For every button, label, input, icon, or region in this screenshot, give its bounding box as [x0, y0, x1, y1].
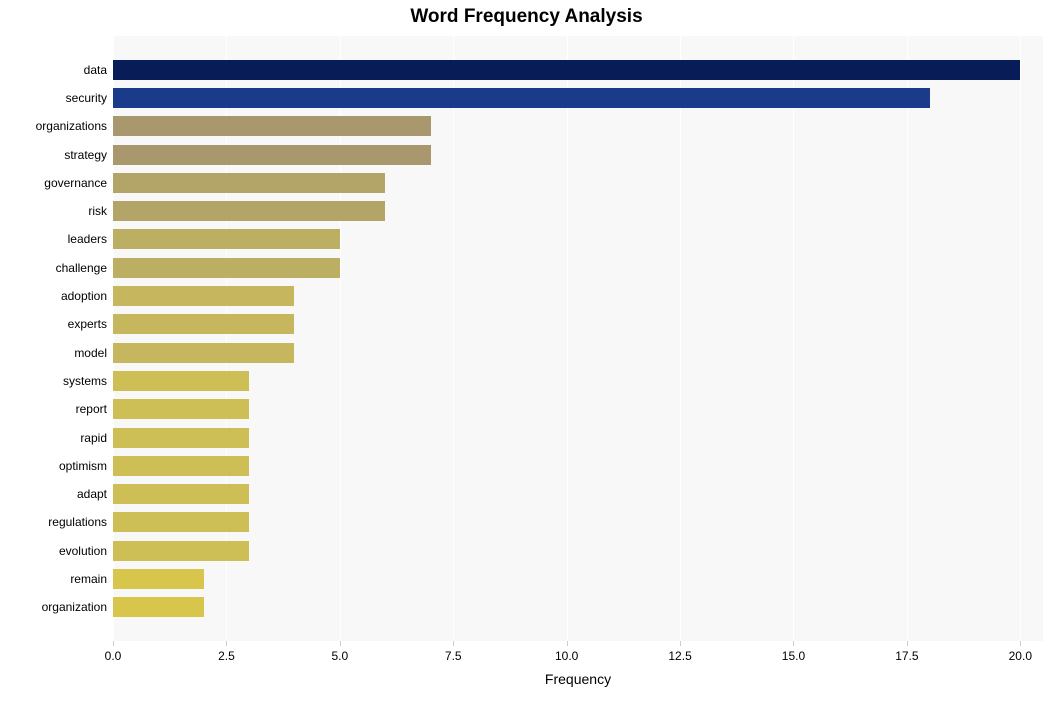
y-tick-label: strategy: [64, 148, 107, 162]
x-tick-label: 20.0: [1009, 649, 1032, 663]
y-tick-label: evolution: [59, 544, 107, 558]
x-tick-mark: [340, 641, 341, 646]
y-tick-label: systems: [63, 374, 107, 388]
y-tick-label: report: [76, 402, 107, 416]
y-tick-label: governance: [44, 176, 107, 190]
bar: [113, 569, 204, 589]
y-tick-label: organization: [42, 600, 107, 614]
grid-line: [680, 36, 681, 641]
y-tick-label: experts: [68, 317, 107, 331]
x-tick-mark: [567, 641, 568, 646]
y-tick-label: challenge: [56, 261, 107, 275]
x-tick-mark: [226, 641, 227, 646]
bar: [113, 286, 294, 306]
bar: [113, 258, 340, 278]
bar: [113, 597, 204, 617]
grid-line: [1020, 36, 1021, 641]
grid-line: [793, 36, 794, 641]
bar: [113, 145, 431, 165]
x-tick-label: 10.0: [555, 649, 578, 663]
x-tick-label: 12.5: [668, 649, 691, 663]
grid-line: [453, 36, 454, 641]
y-tick-label: regulations: [48, 515, 107, 529]
x-axis-label: Frequency: [545, 671, 611, 687]
x-tick-label: 17.5: [895, 649, 918, 663]
bar: [113, 229, 340, 249]
y-tick-label: model: [74, 346, 107, 360]
x-tick-label: 2.5: [218, 649, 235, 663]
y-tick-label: optimism: [59, 459, 107, 473]
plot-area: 0.02.55.07.510.012.515.017.520.0: [113, 36, 1043, 641]
y-tick-label: adoption: [61, 289, 107, 303]
x-tick-mark: [1020, 641, 1021, 646]
x-tick-label: 0.0: [105, 649, 122, 663]
x-tick-mark: [907, 641, 908, 646]
bar: [113, 428, 249, 448]
x-tick-mark: [113, 641, 114, 646]
y-tick-label: organizations: [36, 119, 107, 133]
bar: [113, 484, 249, 504]
chart-container: Word Frequency Analysis 0.02.55.07.510.0…: [0, 0, 1053, 701]
bar: [113, 541, 249, 561]
x-tick-mark: [793, 641, 794, 646]
bar: [113, 399, 249, 419]
bar: [113, 314, 294, 334]
y-tick-label: adapt: [77, 487, 107, 501]
bar: [113, 456, 249, 476]
x-tick-label: 7.5: [445, 649, 462, 663]
bar: [113, 88, 930, 108]
bar: [113, 512, 249, 532]
y-tick-label: leaders: [68, 232, 107, 246]
x-tick-mark: [453, 641, 454, 646]
bar: [113, 343, 294, 363]
y-tick-label: risk: [88, 204, 107, 218]
bar: [113, 201, 385, 221]
x-tick-label: 5.0: [331, 649, 348, 663]
chart-title: Word Frequency Analysis: [0, 6, 1053, 28]
x-tick-label: 15.0: [782, 649, 805, 663]
bar: [113, 116, 431, 136]
y-tick-label: rapid: [80, 431, 107, 445]
y-tick-label: security: [66, 91, 107, 105]
y-tick-label: data: [84, 63, 107, 77]
bar: [113, 371, 249, 391]
x-tick-mark: [680, 641, 681, 646]
y-tick-label: remain: [70, 572, 107, 586]
grid-line: [567, 36, 568, 641]
grid-line: [907, 36, 908, 641]
bar: [113, 173, 385, 193]
bar: [113, 60, 1020, 80]
